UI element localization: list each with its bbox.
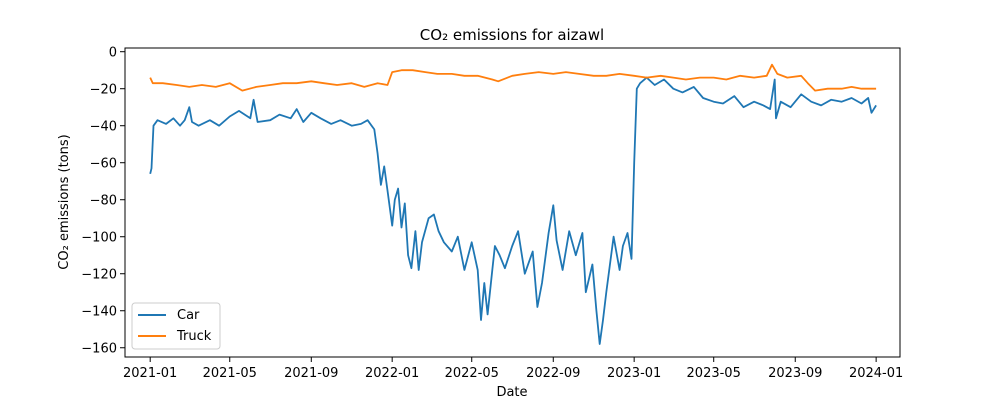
series-line-truck <box>149 63 877 92</box>
y-tick-label: −40 <box>90 120 117 135</box>
y-tick-label: −80 <box>90 194 117 209</box>
x-tick-label: 2021-01 <box>123 366 177 381</box>
x-tick-label: 2023-09 <box>768 366 822 381</box>
y-axis-title: CO₂ emissions (tons) <box>57 134 72 269</box>
x-tick-label: 2022-05 <box>445 366 499 381</box>
y-tick-label: 0 <box>109 46 117 61</box>
x-tick-label: 2021-09 <box>284 366 338 381</box>
x-tick-label: 2022-09 <box>526 366 580 381</box>
legend-label-truck: Truck <box>176 329 212 344</box>
x-axis-title: Date <box>496 385 527 400</box>
y-tick-label: −140 <box>81 305 117 320</box>
chart-title: CO₂ emissions for aizawl <box>420 26 604 44</box>
series-line-car <box>149 76 877 345</box>
x-tick-label: 2022-01 <box>365 366 419 381</box>
y-tick-label: −100 <box>81 231 117 246</box>
plot-area <box>124 47 901 358</box>
legend: Car Truck <box>131 302 221 350</box>
y-tick-label: −60 <box>90 157 117 172</box>
x-tick-label: 2023-05 <box>687 366 741 381</box>
series-layer <box>149 63 877 345</box>
x-tick-label: 2024-01 <box>849 366 903 381</box>
x-axis: 2021-01 2021-05 2021-09 2022-01 2022-05 2022-… <box>123 357 903 381</box>
y-axis: 0 −20 −40 −60 −80 −100 −120 −140 −160 <box>81 46 125 357</box>
x-tick-label: 2023-01 <box>607 366 661 381</box>
y-tick-label: −20 <box>90 83 117 98</box>
plot-frame <box>124 47 901 358</box>
legend-label-car: Car <box>177 308 200 323</box>
x-tick-label: 2021-05 <box>203 366 257 381</box>
y-tick-label: −120 <box>81 268 117 283</box>
y-tick-label: −160 <box>81 342 117 357</box>
